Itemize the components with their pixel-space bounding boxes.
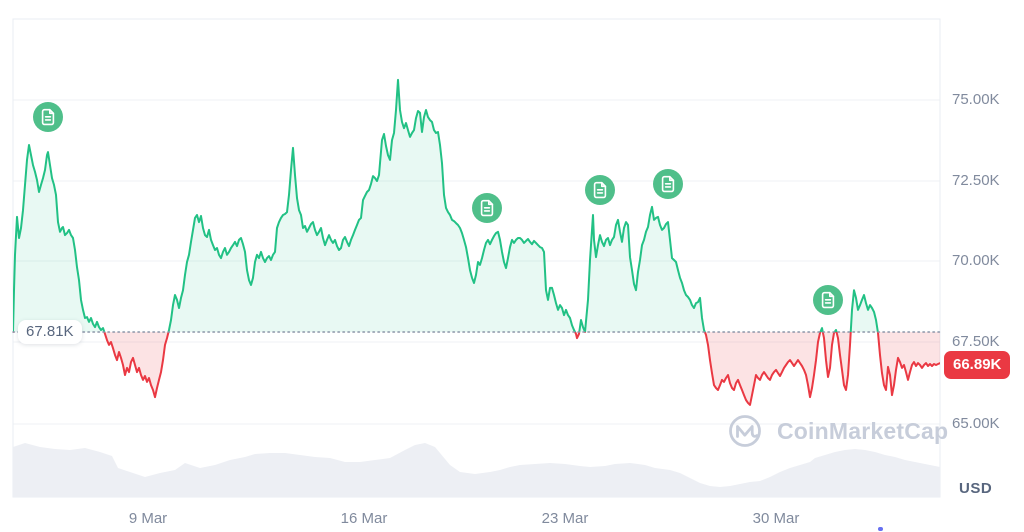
news-doc-icon xyxy=(593,181,607,199)
news-marker[interactable] xyxy=(653,169,683,199)
news-marker[interactable] xyxy=(813,285,843,315)
news-marker[interactable] xyxy=(585,175,615,205)
price-area-up xyxy=(13,79,940,332)
price-line-up xyxy=(13,78,879,332)
news-marker[interactable] xyxy=(472,193,502,223)
plot-border xyxy=(12,18,941,498)
news-doc-icon xyxy=(480,199,494,217)
news-doc-icon xyxy=(41,108,55,126)
volume-area xyxy=(13,443,940,497)
news-doc-icon xyxy=(661,175,675,193)
news-marker[interactable] xyxy=(33,102,63,132)
price-area-down xyxy=(13,332,940,405)
price-line-down xyxy=(13,332,940,406)
news-doc-icon xyxy=(821,291,835,309)
